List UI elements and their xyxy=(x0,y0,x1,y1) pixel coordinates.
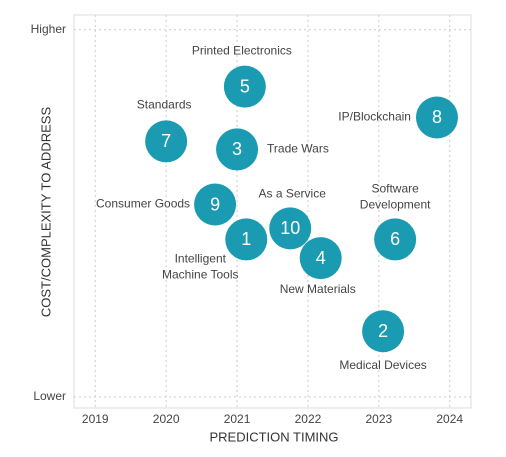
bubble-label: 2 xyxy=(378,321,388,341)
x-tick-label: 2023 xyxy=(365,412,392,426)
x-tick-label: 2020 xyxy=(153,412,180,426)
bubble-label: 1 xyxy=(241,229,251,249)
point-annotation: New Materials xyxy=(280,282,356,296)
bubble-label: 7 xyxy=(161,131,171,151)
bubble xyxy=(145,120,188,163)
bubble xyxy=(223,65,266,108)
bubble xyxy=(269,207,312,250)
point-annotation: Consumer Goods xyxy=(96,197,190,211)
bubble xyxy=(299,237,342,280)
point-annotation: As a Service xyxy=(259,187,327,201)
bubble xyxy=(415,96,458,139)
bubble-label: 3 xyxy=(232,139,242,159)
point-annotation: Printed Electronics xyxy=(192,44,292,58)
y-axis-title: COST/COMPLEXITY TO ADDRESS xyxy=(38,107,53,318)
point-annotation: Trade Wars xyxy=(267,142,329,156)
annotation-line: Intelligent xyxy=(175,252,227,266)
annotation-line: Trade Wars xyxy=(267,142,329,156)
bubble-label: 8 xyxy=(432,107,442,127)
bubble xyxy=(362,310,405,353)
annotation-line: IP/Blockchain xyxy=(338,110,411,124)
annotation-line: New Materials xyxy=(280,282,356,296)
x-axis-title: PREDICTION TIMING xyxy=(209,429,338,444)
annotation-line: Consumer Goods xyxy=(96,197,190,211)
bubble-label: 10 xyxy=(280,218,300,238)
point-annotation: Software Development xyxy=(360,182,431,212)
x-tick-label: 2022 xyxy=(295,412,322,426)
annotation-line: Medical Devices xyxy=(339,358,426,372)
y-tick-label: Lower xyxy=(33,389,66,403)
bubble-label: 9 xyxy=(210,194,220,214)
bubble-label: 6 xyxy=(390,229,400,249)
annotation-line: Development xyxy=(360,198,431,212)
annotation-line: Printed Electronics xyxy=(192,44,292,58)
plot-frame xyxy=(73,14,472,409)
bubble-label: 4 xyxy=(316,248,326,268)
bubble xyxy=(194,183,237,226)
point-annotation: IP/Blockchain xyxy=(338,110,411,124)
x-tick-label: 2021 xyxy=(224,412,251,426)
y-tick-label: Higher xyxy=(31,22,66,36)
bubble xyxy=(216,128,259,171)
x-tick-label: 2024 xyxy=(436,412,463,426)
bubble xyxy=(225,218,268,261)
point-annotation: Intelligent Machine Tools xyxy=(162,252,239,282)
annotation-line: Standards xyxy=(137,98,192,112)
annotation-line: Machine Tools xyxy=(162,268,239,282)
x-tick-label: 2019 xyxy=(82,412,109,426)
annotation-line: As a Service xyxy=(259,187,327,201)
point-annotation: Medical Devices xyxy=(339,358,426,372)
point-annotation: Standards xyxy=(137,98,192,112)
annotation-line: Software xyxy=(371,182,419,196)
bubble-label: 5 xyxy=(240,76,250,96)
bubble xyxy=(374,218,417,261)
